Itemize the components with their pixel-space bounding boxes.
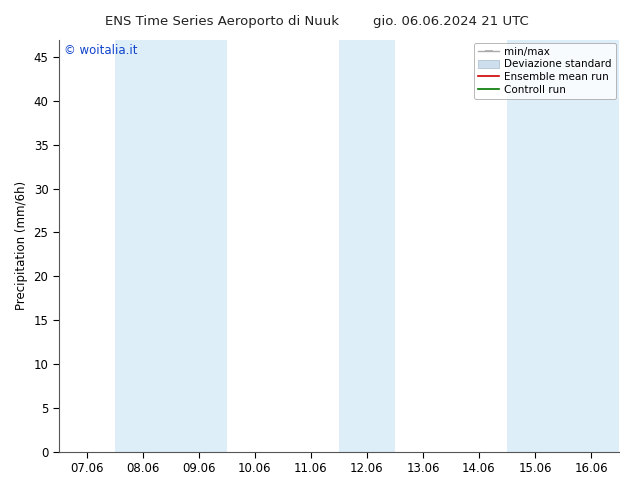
Bar (115, 40, 227, 452)
Bar (507, 40, 619, 452)
Bar (339, 40, 395, 452)
Text: ENS Time Series Aeroporto di Nuuk        gio. 06.06.2024 21 UTC: ENS Time Series Aeroporto di Nuuk gio. 0… (105, 15, 529, 28)
Legend: min/max, Deviazione standard, Ensemble mean run, Controll run: min/max, Deviazione standard, Ensemble m… (474, 43, 616, 99)
Text: © woitalia.it: © woitalia.it (65, 44, 138, 57)
Y-axis label: Precipitation (mm/6h): Precipitation (mm/6h) (15, 181, 28, 310)
